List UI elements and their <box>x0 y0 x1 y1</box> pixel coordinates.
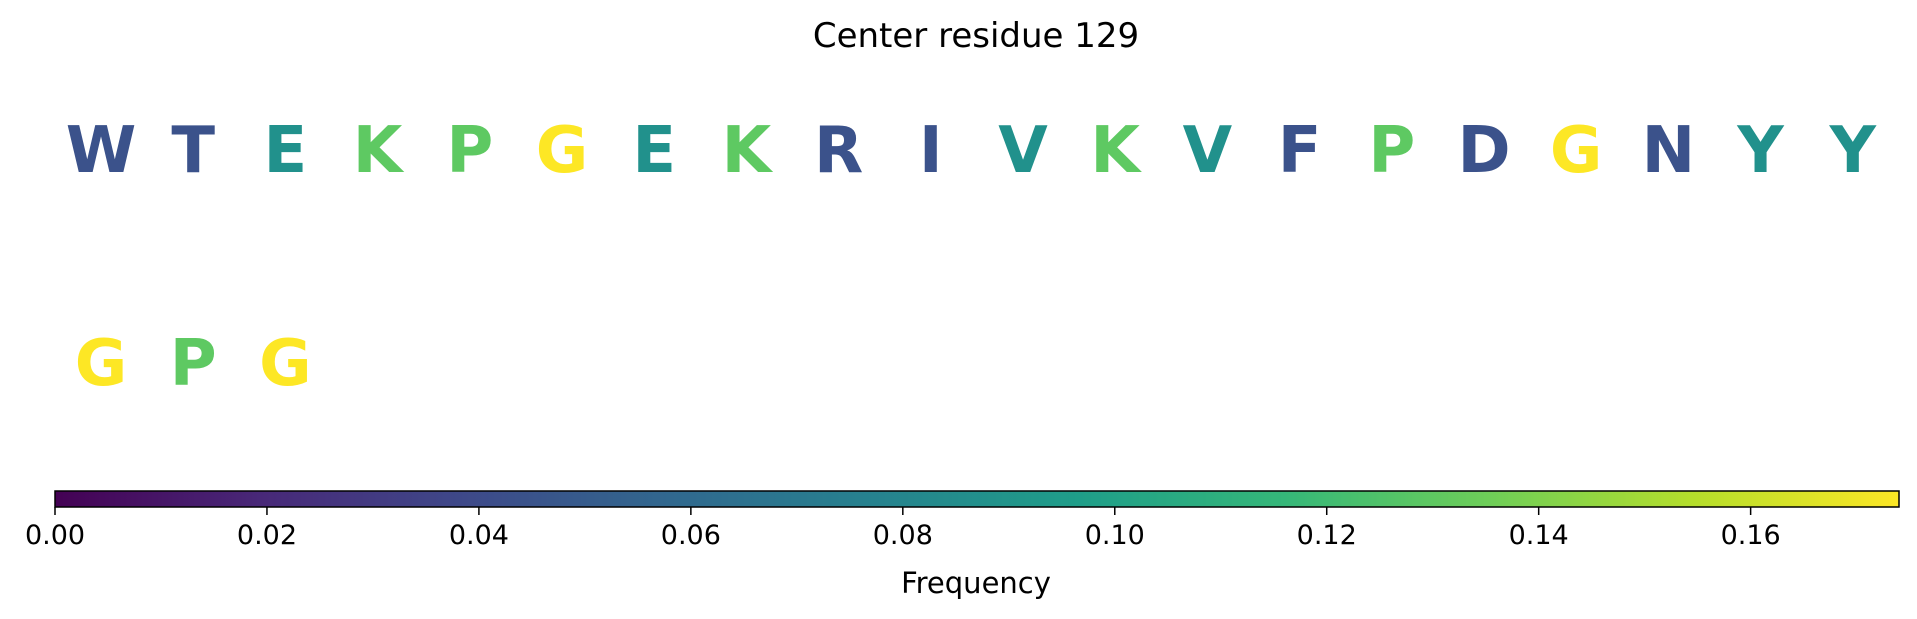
residue-letter: G <box>75 327 128 401</box>
colorbar-tick-label: 0.06 <box>661 520 721 551</box>
residue-letter: K <box>1090 114 1142 188</box>
residue-letter: P <box>1368 114 1415 188</box>
colorbar-tick-label: 0.14 <box>1509 520 1569 551</box>
residue-letter: I <box>919 114 943 188</box>
residue-letter: D <box>1457 114 1510 188</box>
residue-letter: R <box>814 114 863 188</box>
residue-letter: G <box>536 114 589 188</box>
residue-letter: P <box>446 114 493 188</box>
residue-letter: E <box>264 114 308 188</box>
residue-letter: Y <box>1829 114 1877 188</box>
residue-letter: T <box>171 114 215 188</box>
residue-letter: G <box>259 327 312 401</box>
colorbar-label: Frequency <box>901 566 1051 600</box>
chart-title: Center residue 129 <box>813 16 1139 56</box>
colorbar-tick-label: 0.12 <box>1297 520 1357 551</box>
residue-rows: W T E K P G E K R I V K V F P D G N Y YG P G <box>66 114 1877 401</box>
colorbar-tick-label: 0.16 <box>1721 520 1781 551</box>
residue-letter: N <box>1642 114 1696 188</box>
residue-letter: F <box>1278 114 1322 188</box>
colorbar-gradient <box>54 490 1900 508</box>
residue-letter: W <box>66 114 137 188</box>
colorbar-tick-label: 0.02 <box>237 520 297 551</box>
residue-letter: G <box>1550 114 1603 188</box>
colorbar-tick-label: 0.08 <box>873 520 933 551</box>
colorbar-tick-label: 0.04 <box>449 520 509 551</box>
colorbar-ticks: 0.00 0.02 0.04 0.06 0.08 0.10 0.12 0.14 0.16 <box>25 507 1781 551</box>
residue-letter: V <box>998 114 1048 188</box>
residue-letter: E <box>632 114 676 188</box>
residue-letter: K <box>353 114 405 188</box>
colorbar-tick-label: 0.10 <box>1085 520 1145 551</box>
residue-letter: P <box>170 327 217 401</box>
colorbar: 0.00 0.02 0.04 0.06 0.08 0.10 0.12 0.14 0.16 Fre… <box>25 490 1900 600</box>
residue-letter: V <box>1183 114 1233 188</box>
residue-letter: Y <box>1736 114 1784 188</box>
colorbar-tick-label: 0.00 <box>25 520 85 551</box>
residue-letter: K <box>722 114 774 188</box>
